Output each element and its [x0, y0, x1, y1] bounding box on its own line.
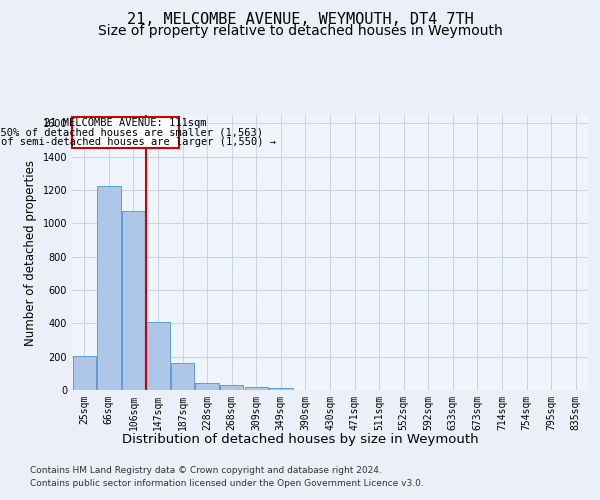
FancyBboxPatch shape: [73, 116, 179, 148]
Bar: [97, 186, 121, 390]
Bar: [146, 322, 170, 390]
Bar: [269, 388, 293, 390]
Text: Distribution of detached houses by size in Weymouth: Distribution of detached houses by size …: [122, 432, 478, 446]
Text: 49% of semi-detached houses are larger (1,550) →: 49% of semi-detached houses are larger (…: [0, 137, 275, 147]
Bar: [171, 362, 194, 390]
Text: Size of property relative to detached houses in Weymouth: Size of property relative to detached ho…: [98, 24, 502, 38]
Bar: [220, 386, 244, 390]
Text: 21 MELCOMBE AVENUE: 111sqm: 21 MELCOMBE AVENUE: 111sqm: [44, 118, 207, 128]
Text: Contains public sector information licensed under the Open Government Licence v3: Contains public sector information licen…: [30, 478, 424, 488]
Bar: [245, 387, 268, 390]
Text: 21, MELCOMBE AVENUE, WEYMOUTH, DT4 7TH: 21, MELCOMBE AVENUE, WEYMOUTH, DT4 7TH: [127, 12, 473, 28]
Text: ← 50% of detached houses are smaller (1,563): ← 50% of detached houses are smaller (1,…: [0, 128, 263, 138]
Bar: [73, 356, 96, 390]
Text: Contains HM Land Registry data © Crown copyright and database right 2024.: Contains HM Land Registry data © Crown c…: [30, 466, 382, 475]
Bar: [196, 382, 219, 390]
Bar: [122, 211, 145, 390]
Y-axis label: Number of detached properties: Number of detached properties: [24, 160, 37, 346]
